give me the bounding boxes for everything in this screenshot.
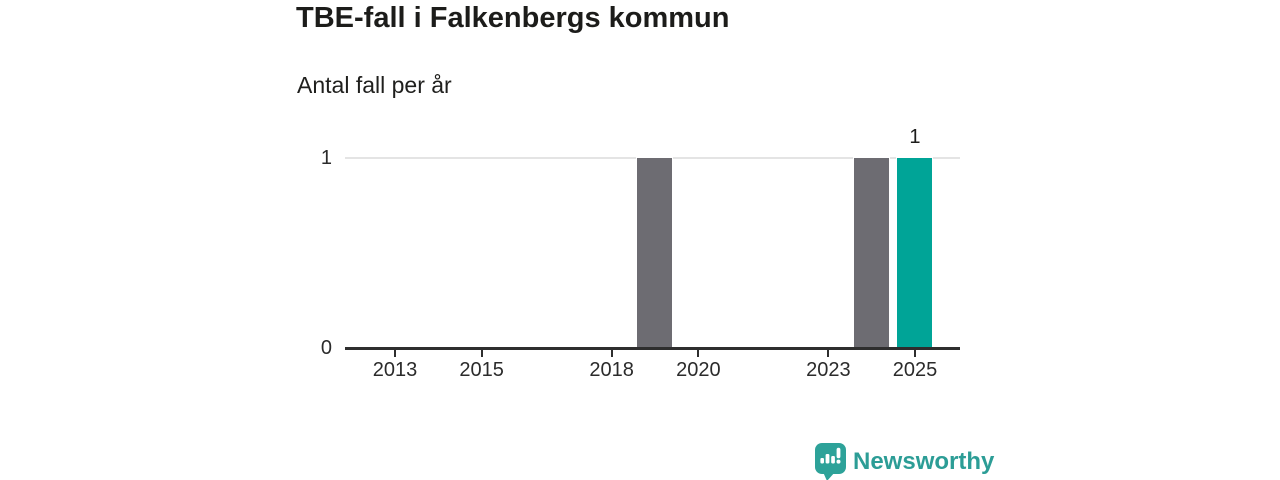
- bar-value-label: 1: [909, 126, 921, 148]
- bar-2025: [897, 158, 933, 348]
- newsworthy-speech-bubble-chart-icon: [815, 443, 846, 480]
- x-axis-line: [345, 347, 960, 350]
- x-tick-mark: [913, 350, 916, 357]
- x-tick-label: 2025: [892, 359, 938, 381]
- y-tick-label: 0: [320, 337, 332, 359]
- x-tick-label: 2018: [589, 359, 634, 381]
- x-tick-label: 2020: [676, 359, 721, 381]
- newsworthy-logo-text: Newsworthy: [853, 447, 995, 475]
- x-tick-label: 2013: [372, 359, 418, 381]
- x-tick-label: 2015: [459, 359, 504, 381]
- y-tick-label: 1: [320, 147, 332, 169]
- x-tick-mark: [480, 350, 483, 357]
- newsworthy-logo-link[interactable]: Newsworthy: [815, 443, 994, 480]
- x-tick-mark: [827, 350, 830, 357]
- chart-title: TBE-fall i Falkenbergs kommun: [296, 2, 730, 34]
- x-tick-label: 2023: [806, 359, 851, 381]
- x-tick-mark: [697, 350, 700, 357]
- bar-2024: [854, 158, 890, 348]
- chart-subtitle: Antal fall per år: [297, 72, 452, 98]
- bar-2019: [637, 158, 673, 348]
- x-tick-mark: [394, 350, 396, 357]
- x-tick-mark: [610, 350, 613, 357]
